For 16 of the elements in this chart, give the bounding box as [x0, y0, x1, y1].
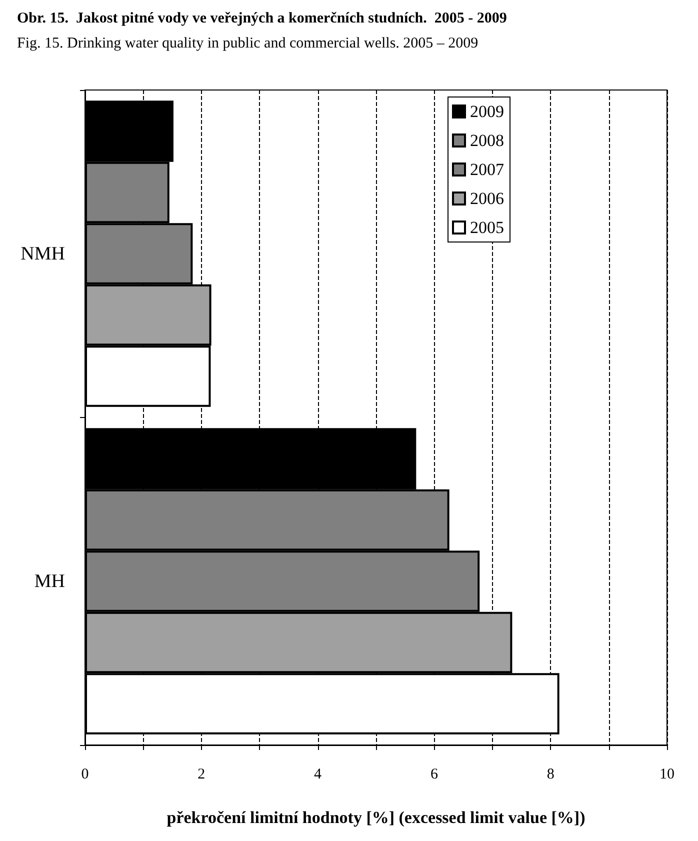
y-tick-label: NMH	[20, 243, 66, 264]
legend-label: 2009	[470, 102, 504, 121]
legend-label: 2008	[470, 131, 504, 150]
chart-subtitle: Fig. 15. Drinking water quality in public and commercial wells. 2005 – 2009	[17, 36, 478, 52]
legend-label: 2007	[470, 160, 504, 179]
x-tick-label: 6	[430, 766, 438, 782]
legend-label: 2005	[470, 218, 504, 237]
chart-title: Obr. 15. Jakost pitné vody ve veřejných a komerčních studních. 2005 - 2009	[17, 10, 507, 26]
legend-label: 2006	[470, 189, 504, 208]
x-tick-label: 10	[660, 766, 674, 782]
x-tick-label: 0	[81, 766, 89, 782]
x-axis-title: překročení limitní hodnoty [%] (excessed limit value [%])	[166, 808, 586, 827]
x-tick-label: 8	[546, 766, 554, 782]
x-tick-label: 4	[314, 766, 322, 782]
y-tick-label: MH	[34, 570, 66, 592]
x-tick-label: 2	[198, 766, 206, 782]
